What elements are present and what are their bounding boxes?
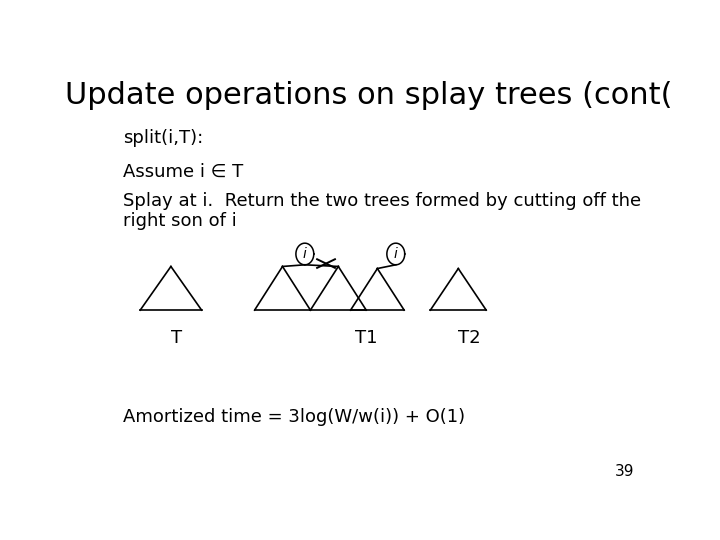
Text: Update operations on splay trees (cont(: Update operations on splay trees (cont( bbox=[66, 82, 672, 111]
Text: T2: T2 bbox=[459, 329, 481, 347]
Text: 39: 39 bbox=[615, 464, 634, 479]
Text: i: i bbox=[394, 247, 397, 261]
Text: T: T bbox=[171, 329, 182, 347]
Text: T1: T1 bbox=[355, 329, 377, 347]
Text: split(i,T):: split(i,T): bbox=[124, 129, 204, 147]
Text: Amortized time = 3log(W/w(i)) + O(1): Amortized time = 3log(W/w(i)) + O(1) bbox=[124, 408, 466, 426]
Text: Splay at i.  Return the two trees formed by cutting off the
right son of i: Splay at i. Return the two trees formed … bbox=[124, 192, 642, 231]
Text: Assume i ∈ T: Assume i ∈ T bbox=[124, 163, 244, 180]
Text: i: i bbox=[303, 247, 307, 261]
